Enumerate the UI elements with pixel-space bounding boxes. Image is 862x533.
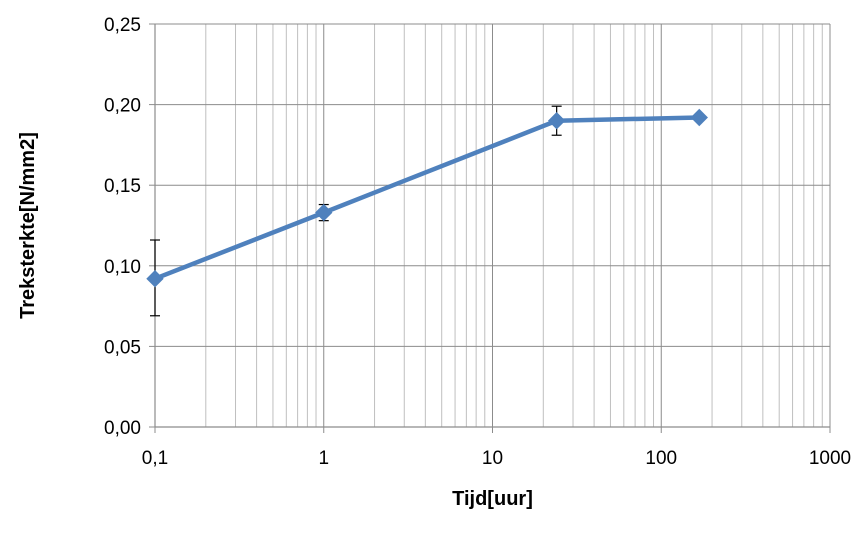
x-tick-label: 100: [645, 448, 677, 469]
y-tick-label: 0,05: [104, 337, 141, 358]
y-tick-labels: 0,00 0,05 0,10 0,15 0,20 0,25: [104, 15, 141, 439]
y-tick-label: 0,20: [104, 96, 141, 117]
y-tick-label: 0,10: [104, 257, 141, 278]
x-tick-label: 1: [318, 448, 329, 469]
y-axis-title: Treksterkte[N/mm2]: [17, 132, 39, 319]
x-tick-label: 10: [482, 448, 503, 469]
y-tick-label: 0,00: [104, 418, 141, 439]
grid: [149, 23, 831, 433]
x-tick-labels: 0,1 1 10 100 1000: [142, 448, 851, 469]
x-tick-label: 1000: [809, 448, 851, 469]
y-tick-label: 0,25: [104, 15, 141, 36]
y-tick-label: 0,15: [104, 176, 141, 197]
series-line: [152, 115, 702, 281]
data-point: [690, 108, 708, 127]
data-point: [547, 112, 566, 130]
series-group: [146, 108, 708, 288]
data-point: [315, 203, 333, 222]
x-axis-title: Tijd[uur]: [452, 488, 533, 510]
data-point: [146, 269, 164, 288]
x-tick-label: 0,1: [142, 448, 168, 469]
